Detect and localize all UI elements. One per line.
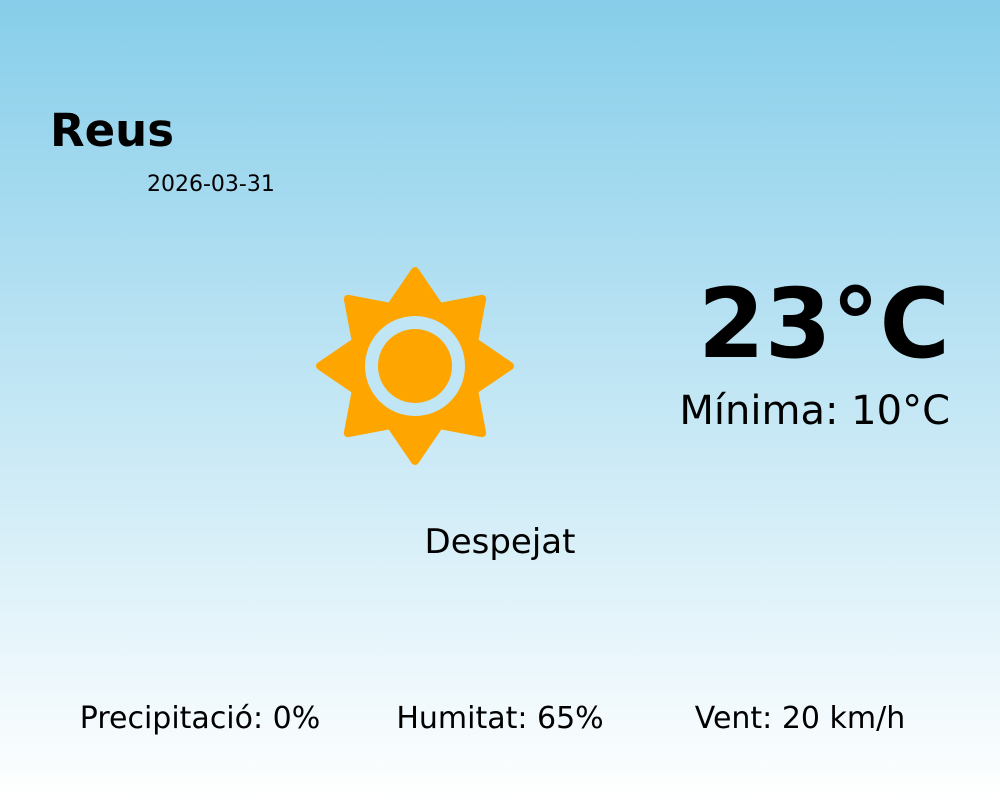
precipitation: Precipitació: 0% bbox=[79, 701, 321, 736]
humidity: Humitat: 65% bbox=[396, 701, 604, 736]
forecast-date: 2026-03-31 bbox=[147, 172, 275, 197]
current-temperature: 23°C bbox=[697, 268, 950, 380]
wind: Vent: 20 km/h bbox=[694, 701, 906, 736]
minimum-temperature: Mínima: 10°C bbox=[679, 388, 950, 434]
weather-condition: Despejat bbox=[424, 522, 576, 562]
sun-icon bbox=[316, 267, 514, 465]
city-name: Reus bbox=[50, 104, 174, 157]
